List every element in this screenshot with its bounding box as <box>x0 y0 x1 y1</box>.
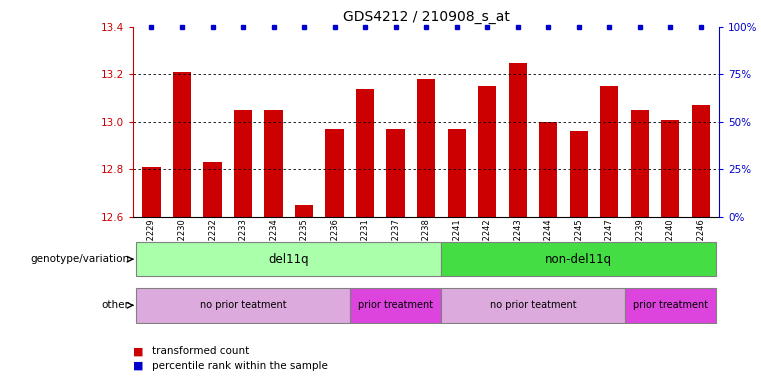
Title: GDS4212 / 210908_s_at: GDS4212 / 210908_s_at <box>342 10 510 25</box>
Bar <box>600 86 619 217</box>
Bar <box>478 86 496 217</box>
Bar <box>447 129 466 217</box>
Text: prior treatment: prior treatment <box>632 300 708 310</box>
Bar <box>203 162 221 217</box>
Bar <box>350 288 441 323</box>
Text: no prior teatment: no prior teatment <box>489 300 576 310</box>
Bar <box>356 89 374 217</box>
Text: ■: ■ <box>133 361 144 371</box>
Bar <box>417 79 435 217</box>
Text: percentile rank within the sample: percentile rank within the sample <box>152 361 328 371</box>
Bar <box>264 110 283 217</box>
Bar <box>136 242 441 276</box>
Bar <box>692 105 710 217</box>
Text: no prior teatment: no prior teatment <box>199 300 286 310</box>
Text: other: other <box>101 300 129 310</box>
Bar <box>326 129 344 217</box>
Bar <box>631 110 649 217</box>
Bar <box>234 110 252 217</box>
Text: del11q: del11q <box>269 253 309 266</box>
Bar <box>136 288 350 323</box>
Text: ■: ■ <box>133 346 144 356</box>
Bar <box>441 242 716 276</box>
Bar <box>508 63 527 217</box>
Text: prior treatment: prior treatment <box>358 300 433 310</box>
Bar <box>142 167 161 217</box>
Bar <box>569 131 588 217</box>
Bar <box>173 72 191 217</box>
Bar <box>661 119 680 217</box>
Text: genotype/variation: genotype/variation <box>30 254 129 264</box>
Bar <box>387 129 405 217</box>
Bar <box>539 122 557 217</box>
Bar <box>625 288 716 323</box>
Bar <box>295 205 314 217</box>
Bar <box>441 288 625 323</box>
Text: transformed count: transformed count <box>152 346 250 356</box>
Text: non-del11q: non-del11q <box>545 253 613 266</box>
